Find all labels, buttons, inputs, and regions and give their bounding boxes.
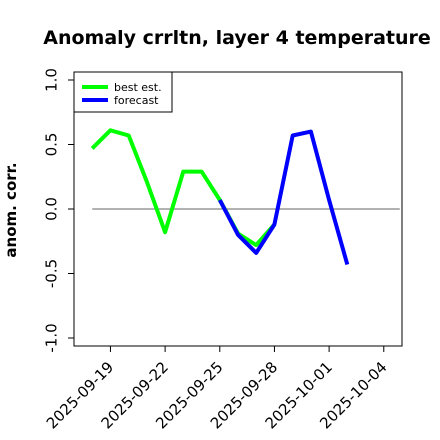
- legend: best est.forecast: [73, 71, 173, 113]
- axes: -1.0-0.50.00.51.02025-09-192025-09-22202…: [43, 68, 391, 432]
- y-tick-label: 0.0: [43, 197, 61, 221]
- y-axis-label: anom. corr.: [2, 162, 20, 257]
- y-tick-label: -0.5: [43, 259, 61, 288]
- legend-entry: best est.: [114, 81, 162, 94]
- y-tick-label: 1.0: [43, 68, 61, 92]
- legend-entry: forecast: [114, 94, 159, 107]
- y-tick-label: 0.5: [43, 133, 61, 157]
- series-layer: [90, 128, 350, 266]
- series-line-best-est: [90, 128, 276, 248]
- chart-title: Anomaly crrltn, layer 4 temperature: [43, 27, 431, 49]
- legend-box: [73, 71, 173, 113]
- y-tick-label: -1.0: [43, 323, 61, 352]
- series-line-forecast: [218, 129, 350, 266]
